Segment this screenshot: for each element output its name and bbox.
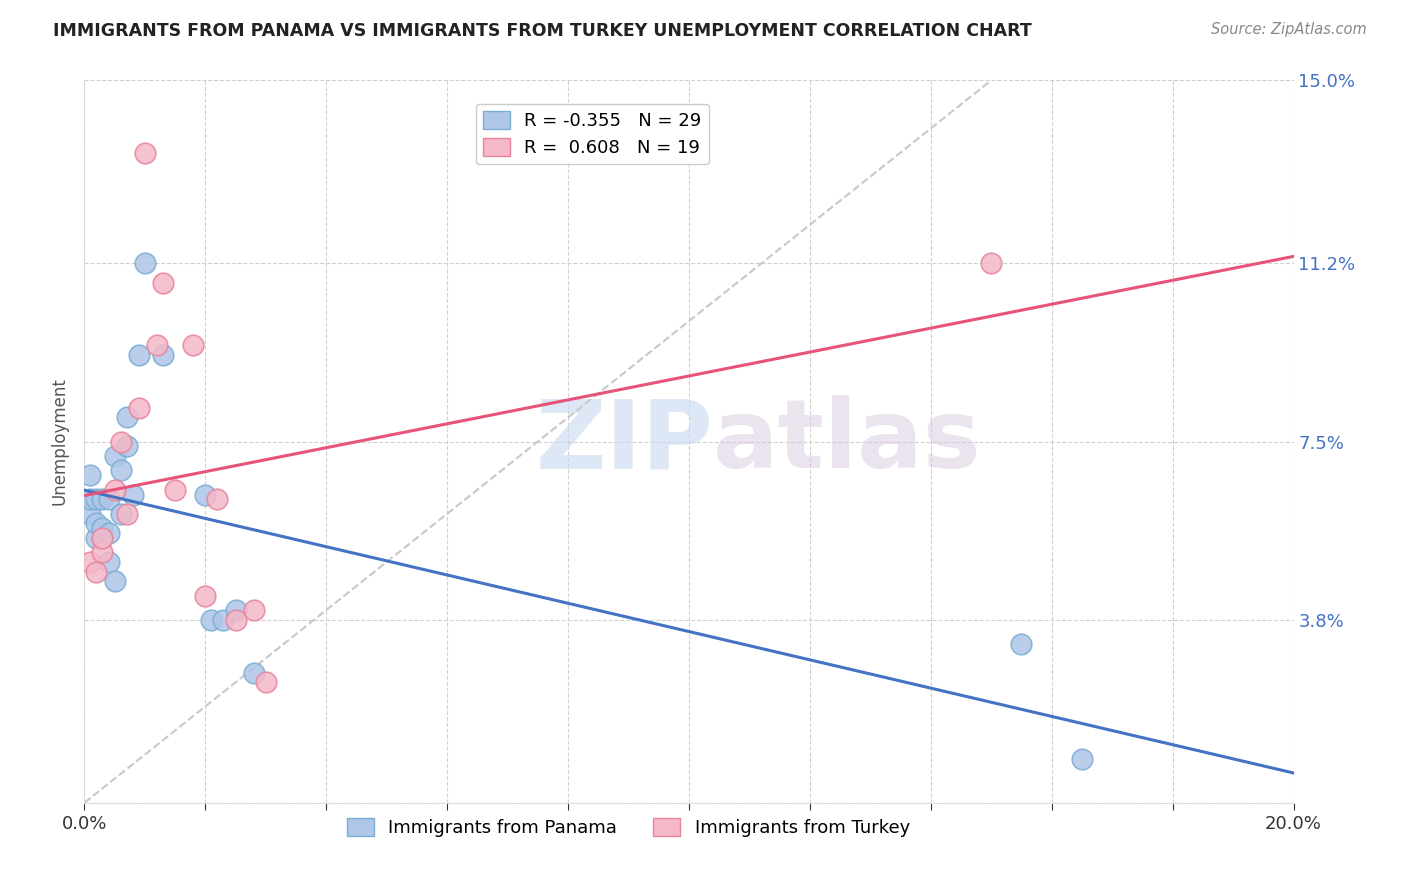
Point (134, 256, 156, 270)
Point (91, 531, 114, 545)
Point (115, 507, 138, 521)
Point (110, 434, 132, 449)
Point (980, 256, 1002, 270)
Point (104, 449, 127, 463)
Text: Source: ZipAtlas.com: Source: ZipAtlas.com (1211, 22, 1367, 37)
Point (79, 468, 101, 483)
Point (225, 613, 247, 627)
Point (110, 507, 132, 521)
Point (86, 531, 108, 545)
Point (128, 401, 150, 415)
Point (242, 603, 264, 617)
Point (128, 348, 150, 362)
Point (110, 463, 132, 477)
Point (91, 521, 114, 535)
Legend: Immigrants from Panama, Immigrants from Turkey: Immigrants from Panama, Immigrants from … (340, 811, 917, 845)
Point (79, 492, 101, 507)
Point (86, 492, 108, 507)
Point (254, 675, 277, 690)
Point (86, 516, 108, 531)
Y-axis label: Unemployment: Unemployment (51, 377, 69, 506)
Point (1071, 752, 1094, 766)
Text: ZIP: ZIP (536, 395, 713, 488)
Point (91, 545, 114, 559)
Point (181, 338, 204, 352)
Point (207, 492, 229, 507)
Point (194, 589, 217, 603)
Point (242, 665, 264, 680)
Text: atlas: atlas (713, 395, 981, 488)
Point (115, 410, 138, 425)
Point (104, 574, 127, 589)
Point (115, 439, 138, 453)
Point (134, 145, 156, 160)
Point (97, 492, 120, 507)
Point (79, 507, 101, 521)
Point (104, 483, 127, 497)
Point (152, 276, 174, 290)
Point (97, 526, 120, 541)
Point (121, 487, 143, 501)
Point (1011, 637, 1033, 651)
Point (91, 492, 114, 507)
Text: IMMIGRANTS FROM PANAMA VS IMMIGRANTS FROM TURKEY UNEMPLOYMENT CORRELATION CHART: IMMIGRANTS FROM PANAMA VS IMMIGRANTS FRO… (53, 22, 1032, 40)
Point (86, 565, 108, 579)
Point (146, 338, 169, 352)
Point (212, 613, 235, 627)
Point (200, 613, 222, 627)
Point (165, 483, 187, 497)
Point (194, 487, 217, 501)
Point (97, 555, 120, 569)
Point (91, 531, 114, 545)
Point (152, 348, 174, 362)
Point (225, 603, 247, 617)
Point (79, 555, 101, 569)
